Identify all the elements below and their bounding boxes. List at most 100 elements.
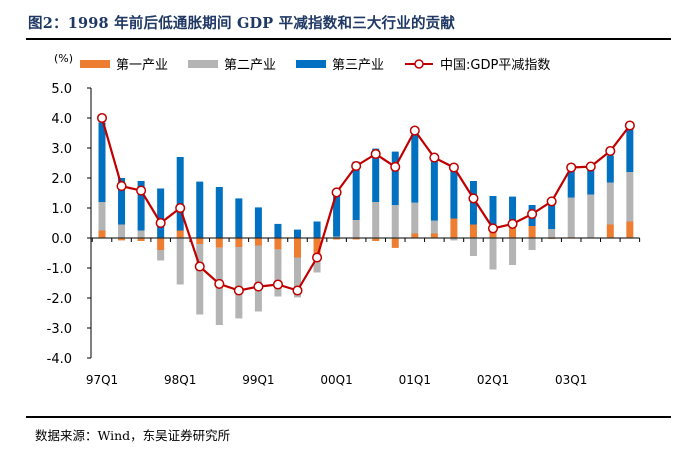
deflator-point: [272, 279, 284, 290]
legend-label-secondary: 第二产业: [224, 58, 277, 73]
bar-segment-primary: [98, 230, 106, 238]
deflator-point: [194, 261, 205, 272]
bar-segment-tertiary: [606, 155, 614, 183]
x-tick-labels: 97Q1 98Q1 99Q1 00Q1 01Q1 02Q1 03Q1: [86, 373, 588, 387]
deflator-point: [253, 281, 264, 292]
deflator-point: [155, 217, 166, 229]
bar-segment-tertiary: [294, 229, 301, 238]
bar-segment-primary: [509, 226, 517, 238]
y-tick-label: 0.0: [51, 232, 72, 247]
deflator-point: [566, 162, 577, 173]
legend-item-primary: 第一产业: [80, 54, 168, 73]
bar-segment-secondary: [118, 224, 126, 238]
bar-segment-secondary: [235, 247, 243, 319]
x-axis: [91, 237, 641, 242]
bar-segment-tertiary: [411, 133, 419, 203]
bar-segment-tertiary: [176, 157, 184, 231]
deflator-point: [468, 193, 479, 204]
unit-label: (%): [54, 52, 74, 65]
x-tick-label: 97Q1: [86, 373, 118, 387]
y-tick-label: -1.0: [47, 262, 72, 277]
bar-segment-tertiary: [274, 223, 282, 238]
legend-item-secondary: 第二产业: [188, 54, 276, 73]
bar-segment-primary: [489, 232, 497, 238]
bar-segment-secondary: [333, 236, 341, 238]
bar-segment-primary: [528, 226, 536, 238]
bar-segment-secondary: [98, 202, 106, 231]
bar-segment-secondary: [450, 238, 458, 241]
deflator-point: [370, 148, 381, 160]
bar-segment-tertiary: [235, 198, 243, 238]
legend-label-deflator: 中国:GDP平减指数: [440, 58, 551, 73]
deflator-line: [96, 112, 635, 296]
bar-segment-primary: [215, 238, 223, 248]
bar-segment-tertiary: [509, 196, 517, 226]
deflator-point: [507, 218, 518, 229]
deflator-point: [429, 152, 440, 163]
bar-segment-primary: [352, 238, 360, 240]
bar-segment-secondary: [411, 202, 419, 234]
bar-segment-tertiary: [118, 178, 126, 225]
deflator-point: [233, 285, 244, 296]
bar-segment-secondary: [274, 249, 282, 297]
legend-swatch-secondary: [188, 59, 219, 68]
legend-swatch-tertiary: [296, 59, 327, 68]
deflator-point: [546, 196, 557, 207]
bar-segment-primary: [274, 238, 282, 250]
bar-segment-secondary: [372, 202, 380, 238]
bar-segment-tertiary: [196, 181, 204, 238]
bar-segment-secondary: [254, 245, 262, 312]
bar-segment-primary: [469, 224, 477, 238]
bar-segment-primary: [626, 221, 634, 238]
bar-segment-tertiary: [450, 167, 458, 219]
x-tick-label: 00Q1: [320, 373, 352, 387]
legend: 第一产业 第二产业 第三产业 中国:GDP平减指数: [80, 54, 570, 73]
deflator-point: [409, 125, 420, 136]
bar-segment-tertiary: [157, 188, 165, 238]
deflator-point: [175, 202, 186, 214]
deflator-point: [312, 252, 323, 263]
x-tick-label: 01Q1: [399, 373, 431, 387]
y-tick-label: 5.0: [51, 82, 72, 97]
data-source: 数据来源：Wind，东吴证券研究所: [35, 428, 231, 443]
bar-segment-secondary: [313, 256, 321, 273]
bar-segment-primary: [411, 233, 419, 238]
bar-segment-tertiary: [626, 127, 634, 172]
footer-divider: [26, 416, 671, 418]
bar-segment-primary: [372, 238, 380, 241]
legend-label-tertiary: 第三产业: [332, 58, 385, 73]
legend-swatch-primary: [80, 59, 110, 68]
bar-segment-tertiary: [215, 187, 223, 238]
legend-label-primary: 第一产业: [116, 58, 169, 73]
bar-segment-secondary: [352, 220, 360, 238]
bar-segment-primary: [294, 238, 301, 258]
bar-segment-tertiary: [98, 122, 106, 202]
x-tick-label: 03Q1: [555, 373, 587, 387]
bar-segment-tertiary: [567, 169, 575, 198]
bar-segment-primary: [254, 238, 262, 246]
deflator-point: [116, 181, 127, 192]
bar-segment-primary: [333, 238, 341, 240]
deflator-point: [351, 160, 362, 172]
deflator-point: [331, 187, 342, 198]
deflator-point: [96, 112, 108, 124]
deflator-point: [390, 161, 401, 172]
bar-segment-tertiary: [489, 196, 497, 232]
y-axis: 5.0 4.0 3.0 2.0 1.0 0.0 -1.0 -2.0 -3.0 -4.0: [47, 82, 92, 367]
bar-segment-tertiary: [587, 167, 595, 195]
legend-line-marker-icon: [404, 57, 434, 71]
bar-segment-secondary: [137, 230, 145, 238]
bar-segment-tertiary: [352, 161, 360, 220]
x-tick-label: 99Q1: [242, 373, 274, 387]
y-tick-label: 3.0: [51, 142, 72, 157]
deflator-point: [605, 145, 616, 157]
chart-title: 图2：1998 年前后低通胀期间 GDP 平减指数和三大行业的贡献: [28, 15, 456, 32]
deflator-point: [448, 162, 459, 173]
deflator-point: [136, 185, 147, 196]
bar-segment-secondary: [548, 229, 556, 238]
bar-segment-primary: [118, 238, 126, 241]
bar-segment-tertiary: [430, 158, 438, 221]
bar-segment-tertiary: [313, 221, 321, 238]
deflator-point: [527, 208, 538, 220]
